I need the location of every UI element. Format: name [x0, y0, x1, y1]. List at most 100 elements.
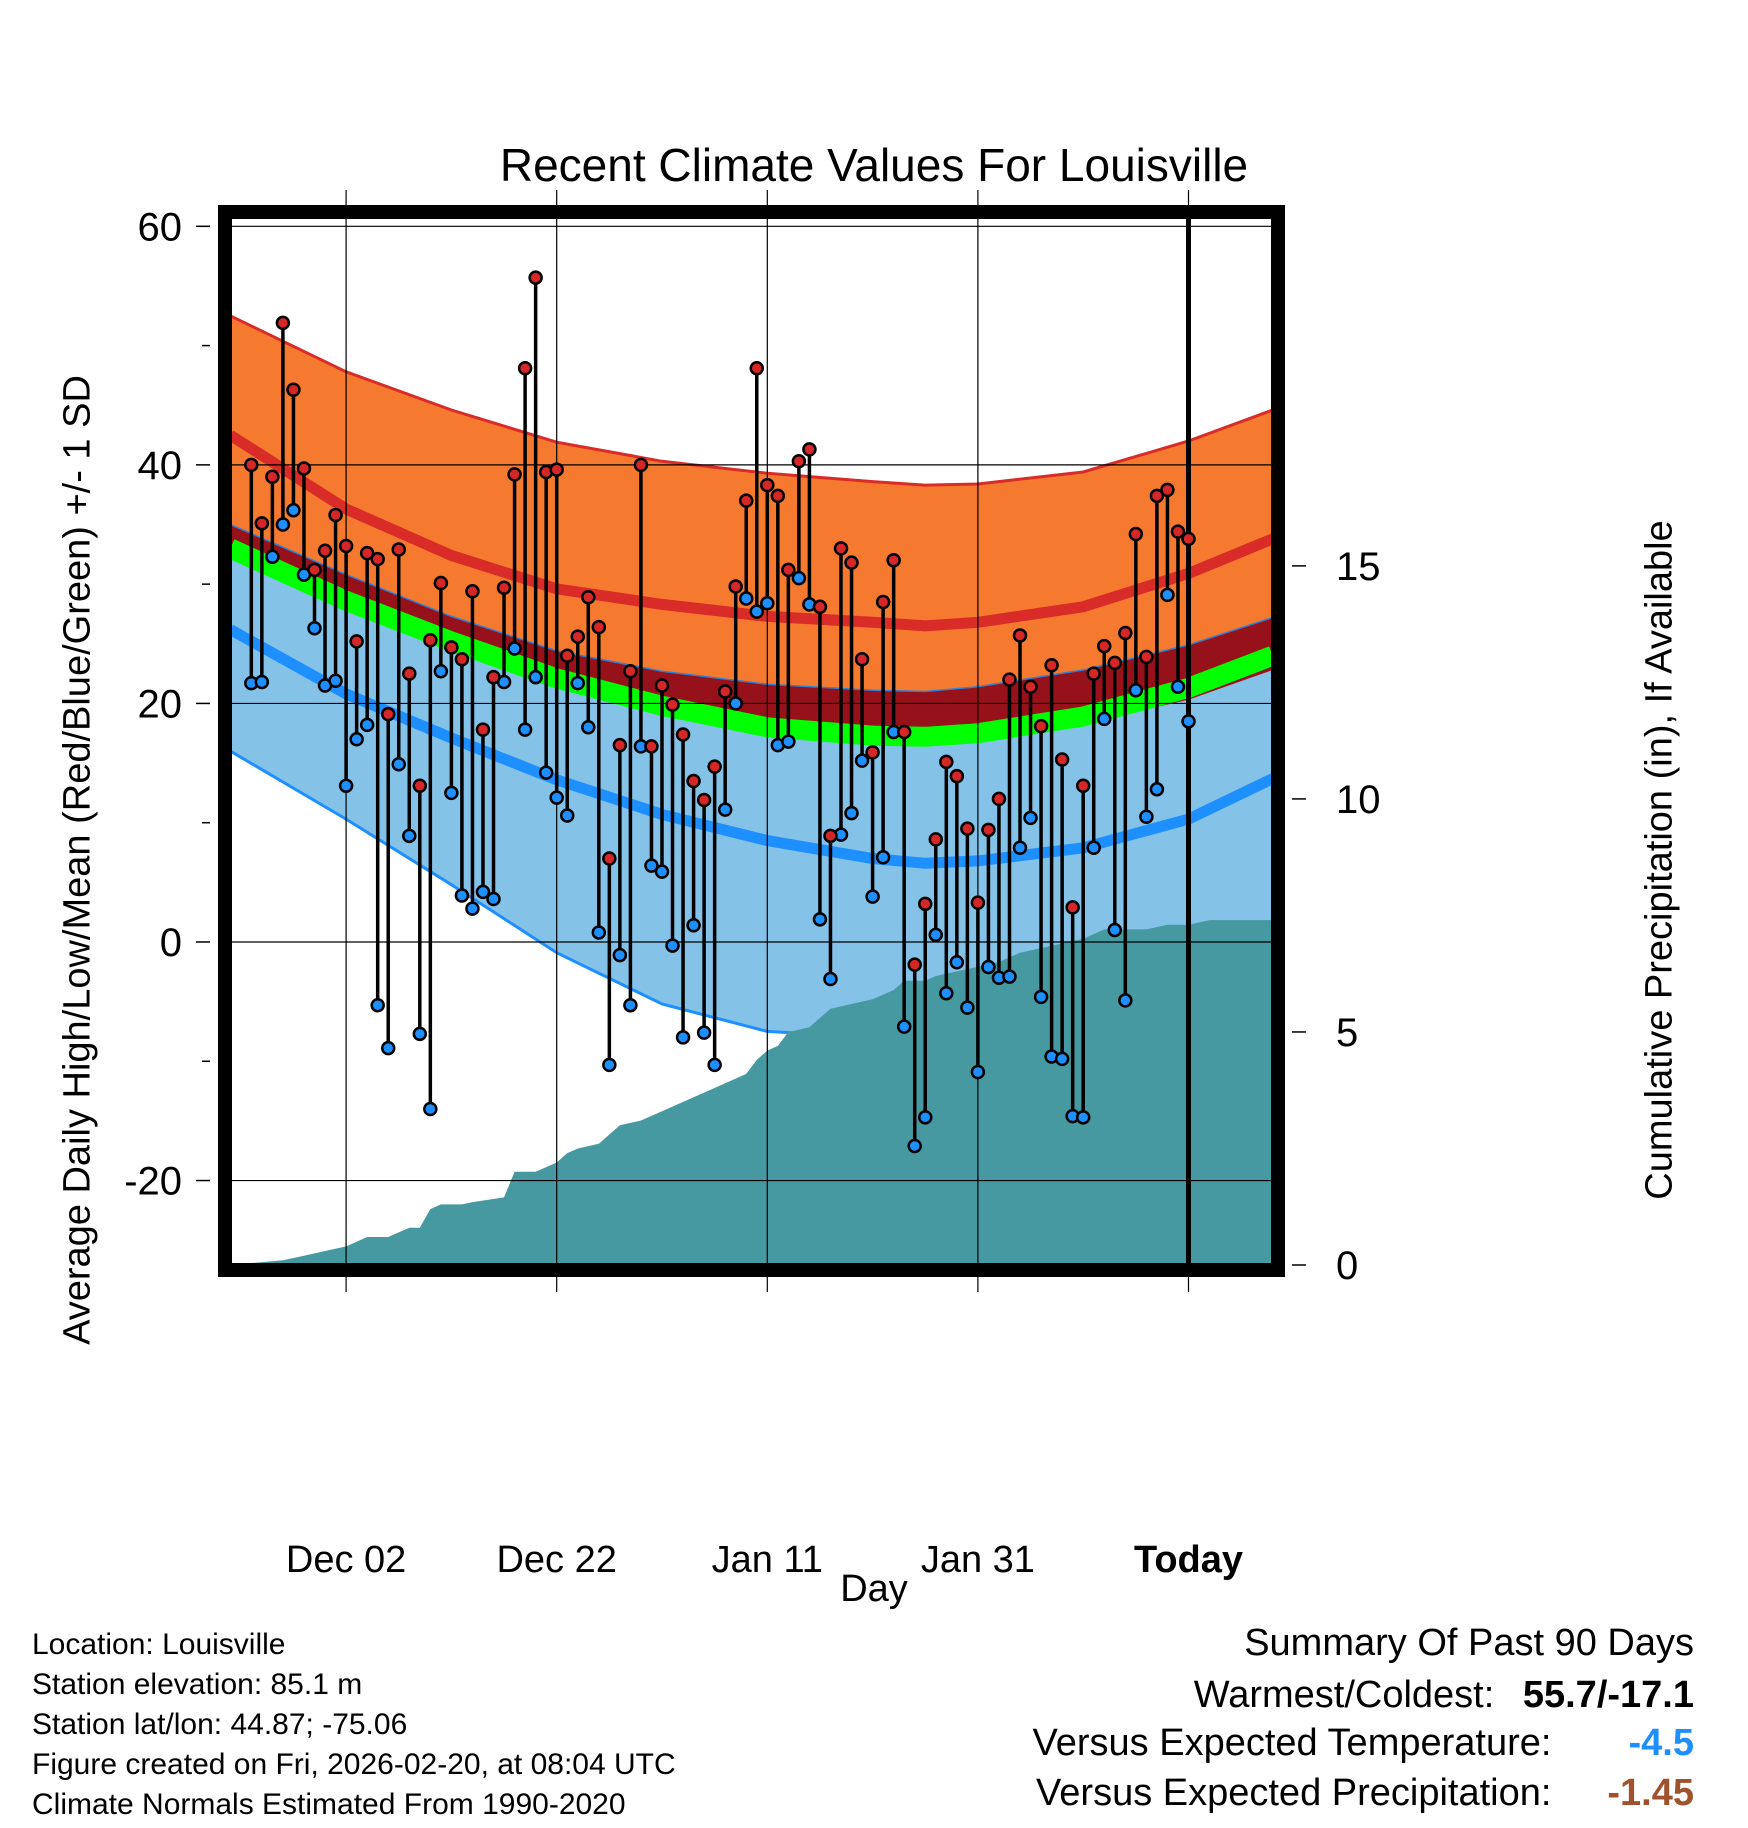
daily-high-point: [486, 669, 501, 685]
y-tick-label: 60: [138, 205, 183, 249]
daily-low-point: [854, 753, 870, 768]
daily-high-point: [507, 467, 522, 482]
high-plus-sd-line: [229, 314, 1274, 487]
summary-precip-row: Versus Expected Precipitation: -1.45: [1036, 1772, 1694, 1815]
daily-low-point: [1118, 993, 1133, 1008]
daily-low-point: [665, 938, 680, 953]
daily-low-point: [1128, 683, 1144, 698]
daily-low-point: [1054, 1051, 1070, 1067]
y-tick-label: 40: [138, 444, 183, 488]
info-latlon: Station lat/lon: 44.87; -75.06: [32, 1708, 408, 1741]
daily-high-point: [1181, 531, 1196, 547]
daily-high-point: [1044, 658, 1059, 673]
daily-low-point: [559, 808, 575, 823]
daily-low-point: [686, 918, 701, 933]
daily-high-point: [1002, 672, 1017, 687]
daily-high-point: [359, 545, 375, 561]
daily-low-point: [865, 889, 880, 904]
daily-low-point: [823, 971, 838, 987]
daily-high-point: [1086, 666, 1101, 681]
daily-low-point: [1149, 782, 1165, 797]
daily-low-point: [781, 734, 796, 749]
daily-low-point: [528, 669, 543, 685]
y2-tick-label: 15: [1336, 545, 1381, 589]
daily-low-point: [1097, 711, 1112, 727]
daily-low-point: [939, 986, 954, 1001]
daily-high-point: [686, 773, 701, 789]
daily-high-point: [307, 562, 322, 578]
daily-high-point: [875, 594, 891, 610]
daily-low-point: [507, 641, 522, 656]
daily-high-point: [1107, 655, 1123, 671]
daily-low-point: [1160, 587, 1175, 603]
daily-high-point: [328, 507, 343, 523]
daily-high-point: [854, 652, 870, 667]
daily-high-point: [412, 778, 428, 793]
daily-high-point: [265, 469, 280, 485]
info-normals: Climate Normals Estimated From 1990-2020: [32, 1788, 626, 1821]
daily-high-point: [749, 361, 765, 376]
daily-low-point: [591, 925, 607, 940]
daily-low-point: [644, 858, 659, 873]
plot-frame: [218, 205, 1285, 1277]
daily-low-point: [1086, 840, 1101, 856]
daily-high-point: [823, 828, 838, 844]
daily-low-point: [760, 595, 775, 611]
daily-low-point: [538, 765, 554, 780]
daily-high-point: [802, 442, 817, 457]
daily-low-point: [654, 864, 670, 879]
daily-high-point: [1033, 718, 1049, 734]
summary-warmest-value: 55.7/-17.1: [1522, 1674, 1694, 1716]
daily-high-point: [391, 542, 406, 557]
daily-high-point: [1160, 482, 1175, 498]
daily-high-point: [960, 821, 975, 836]
y-tick-label: 20: [138, 682, 183, 726]
daily-low-point: [1139, 809, 1154, 824]
daily-low-point: [791, 570, 807, 586]
info-elevation: Station elevation: 85.1 m: [32, 1668, 363, 1701]
summary-temp-value: -4.5: [1628, 1722, 1694, 1764]
daily-high-point: [591, 619, 607, 635]
y2-tick-label: 5: [1336, 1011, 1358, 1055]
daily-low-point: [812, 912, 828, 927]
daily-low-point: [907, 1138, 922, 1154]
daily-low-point: [423, 1101, 438, 1117]
daily-low-point: [1002, 969, 1017, 984]
daily-low-point: [981, 959, 996, 975]
daily-low-point: [738, 591, 754, 606]
daily-high-point: [1118, 625, 1133, 641]
x-tick-label: Dec 22: [496, 1539, 616, 1581]
summary-precip-value: -1.45: [1607, 1772, 1694, 1814]
daily-low-point: [370, 997, 385, 1013]
y-tick-label: 0: [160, 921, 182, 965]
daily-high-point: [465, 584, 480, 599]
daily-high-point: [770, 488, 786, 504]
daily-high-point: [623, 663, 638, 679]
daily-low-point: [391, 757, 406, 772]
daily-low-point: [1012, 840, 1028, 856]
daily-high-point: [654, 678, 670, 693]
daily-high-point: [1149, 488, 1165, 504]
daily-high-point: [602, 851, 617, 866]
daily-low-point: [275, 517, 291, 532]
daily-low-point: [380, 1040, 396, 1056]
daily-high-point: [812, 599, 828, 615]
daily-high-point: [907, 957, 922, 972]
daily-high-point: [549, 462, 564, 477]
daily-high-point: [338, 538, 354, 554]
info-created: Figure created on Fri, 2026-02-20, at 08…: [32, 1748, 676, 1781]
daily-high-point: [1054, 752, 1070, 767]
daily-low-point: [960, 1000, 975, 1015]
period-label: Days: [1198, 1420, 1279, 1458]
x-tick-label: Dec 02: [286, 1539, 406, 1581]
daily-high-point: [1065, 900, 1080, 915]
daily-high-point: [896, 724, 912, 740]
daily-high-point: [433, 575, 449, 591]
y-tick-label: -20: [124, 1160, 182, 1204]
daily-low-point: [517, 722, 533, 737]
daily-high-point: [380, 706, 396, 722]
daily-low-point: [612, 947, 628, 963]
daily-low-point: [1170, 679, 1186, 694]
daily-low-point: [454, 888, 470, 903]
plot-area: 90 Days: [225, 212, 1279, 1458]
